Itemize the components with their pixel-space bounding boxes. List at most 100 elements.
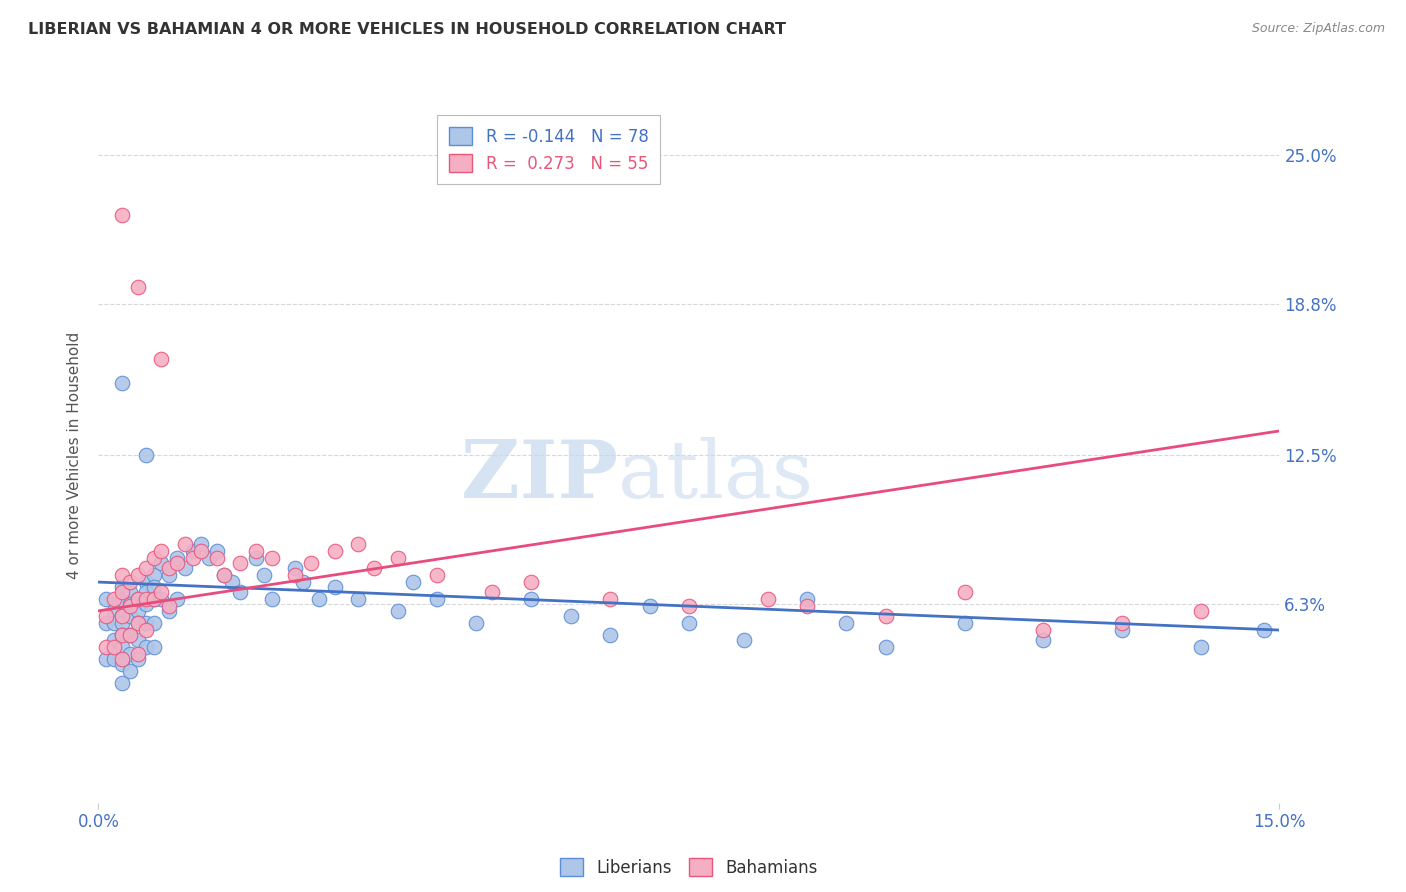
Point bbox=[245, 544, 267, 558]
Point bbox=[308, 591, 330, 606]
Point bbox=[1032, 632, 1054, 647]
Point bbox=[599, 591, 621, 606]
Point bbox=[229, 556, 252, 570]
Point bbox=[142, 591, 165, 606]
Point bbox=[205, 551, 228, 566]
Point bbox=[426, 591, 449, 606]
Point bbox=[347, 537, 370, 551]
Point bbox=[135, 575, 157, 590]
Point bbox=[135, 560, 157, 574]
Point bbox=[111, 567, 134, 582]
Point bbox=[835, 615, 858, 630]
Point bbox=[875, 640, 897, 654]
Point bbox=[796, 599, 818, 613]
Point bbox=[111, 615, 134, 630]
Point bbox=[135, 623, 157, 637]
Point bbox=[135, 448, 157, 462]
Point bbox=[181, 551, 204, 566]
Point bbox=[1189, 640, 1212, 654]
Point bbox=[323, 544, 346, 558]
Point bbox=[299, 556, 322, 570]
Point bbox=[197, 551, 219, 566]
Point bbox=[229, 584, 252, 599]
Point bbox=[127, 567, 149, 582]
Point bbox=[135, 615, 157, 630]
Point bbox=[103, 652, 125, 666]
Point bbox=[111, 208, 134, 222]
Point bbox=[142, 580, 165, 594]
Point bbox=[111, 580, 134, 594]
Point bbox=[111, 628, 134, 642]
Point bbox=[127, 615, 149, 630]
Point bbox=[127, 591, 149, 606]
Point bbox=[157, 604, 180, 618]
Point bbox=[111, 640, 134, 654]
Point bbox=[118, 575, 141, 590]
Point bbox=[150, 591, 173, 606]
Point bbox=[96, 591, 118, 606]
Point bbox=[127, 647, 149, 661]
Point bbox=[135, 584, 157, 599]
Point bbox=[118, 664, 141, 678]
Text: Source: ZipAtlas.com: Source: ZipAtlas.com bbox=[1251, 22, 1385, 36]
Point bbox=[1189, 604, 1212, 618]
Point bbox=[127, 280, 149, 294]
Point bbox=[1253, 623, 1275, 637]
Point bbox=[118, 599, 141, 613]
Point bbox=[260, 551, 283, 566]
Point bbox=[953, 615, 976, 630]
Point bbox=[135, 597, 157, 611]
Text: LIBERIAN VS BAHAMIAN 4 OR MORE VEHICLES IN HOUSEHOLD CORRELATION CHART: LIBERIAN VS BAHAMIAN 4 OR MORE VEHICLES … bbox=[28, 22, 786, 37]
Point bbox=[127, 615, 149, 630]
Point bbox=[520, 591, 543, 606]
Point bbox=[103, 615, 125, 630]
Point bbox=[756, 591, 779, 606]
Point bbox=[245, 551, 267, 566]
Y-axis label: 4 or more Vehicles in Household: 4 or more Vehicles in Household bbox=[67, 331, 83, 579]
Point bbox=[111, 376, 134, 390]
Point bbox=[1111, 623, 1133, 637]
Point bbox=[638, 599, 661, 613]
Point bbox=[426, 567, 449, 582]
Point bbox=[111, 657, 134, 671]
Point bbox=[142, 551, 165, 566]
Point bbox=[387, 604, 409, 618]
Point bbox=[111, 652, 134, 666]
Point bbox=[323, 580, 346, 594]
Point bbox=[150, 584, 173, 599]
Point bbox=[157, 560, 180, 574]
Point bbox=[347, 591, 370, 606]
Point bbox=[678, 599, 700, 613]
Point bbox=[1111, 615, 1133, 630]
Point bbox=[953, 584, 976, 599]
Point bbox=[253, 567, 276, 582]
Point bbox=[678, 615, 700, 630]
Point bbox=[166, 556, 188, 570]
Point bbox=[363, 560, 385, 574]
Point bbox=[111, 608, 134, 623]
Point bbox=[135, 591, 157, 606]
Point bbox=[214, 567, 236, 582]
Point bbox=[118, 647, 141, 661]
Point bbox=[599, 628, 621, 642]
Point bbox=[135, 640, 157, 654]
Text: ZIP: ZIP bbox=[461, 437, 619, 515]
Point bbox=[142, 591, 165, 606]
Text: atlas: atlas bbox=[619, 437, 813, 515]
Point bbox=[214, 567, 236, 582]
Point bbox=[127, 604, 149, 618]
Point bbox=[221, 575, 243, 590]
Point bbox=[118, 628, 141, 642]
Point bbox=[142, 567, 165, 582]
Point bbox=[260, 591, 283, 606]
Point bbox=[284, 560, 307, 574]
Point bbox=[174, 560, 197, 574]
Point bbox=[96, 652, 118, 666]
Point bbox=[142, 640, 165, 654]
Point bbox=[292, 575, 315, 590]
Point bbox=[166, 551, 188, 566]
Point bbox=[284, 567, 307, 582]
Point bbox=[402, 575, 425, 590]
Point bbox=[118, 584, 141, 599]
Point bbox=[96, 640, 118, 654]
